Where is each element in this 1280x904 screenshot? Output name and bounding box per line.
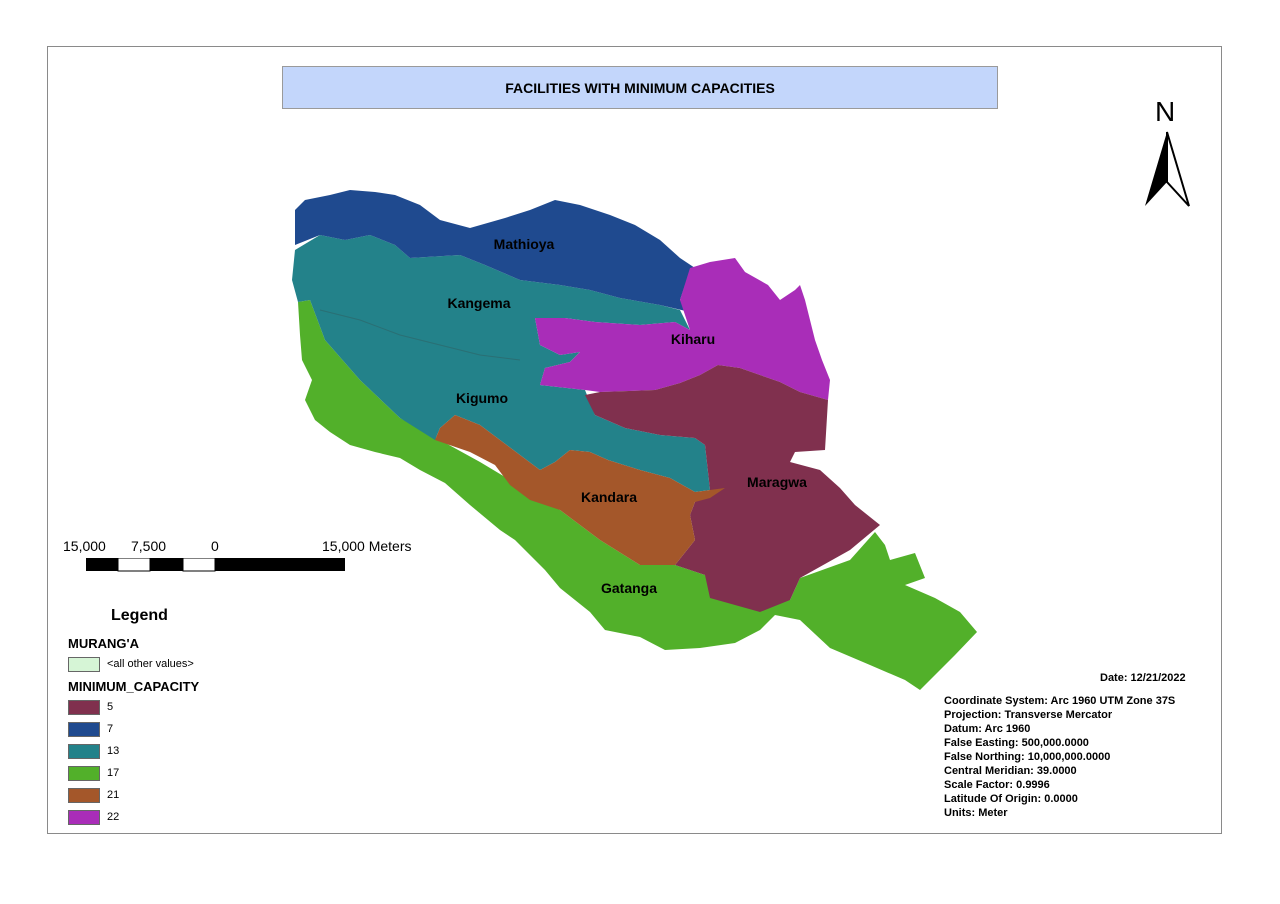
- region-mathioya[interactable]: [295, 190, 695, 312]
- label-maragwa: Maragwa: [747, 474, 807, 490]
- scale-label-mid: 7,500: [131, 538, 167, 554]
- scale-label-zero: 0: [211, 538, 219, 554]
- legend-layer-capacity: MINIMUM_CAPACITY: [68, 679, 200, 694]
- legend-row: 17: [68, 765, 119, 781]
- legend-row: 7: [68, 721, 113, 737]
- info-line: Datum: Arc 1960: [944, 723, 1031, 735]
- legend-swatch-other: [68, 656, 100, 672]
- region-kiharu[interactable]: [535, 258, 830, 400]
- projection-info: Coordinate System: Arc 1960 UTM Zone 37S…: [944, 694, 1175, 820]
- legend-title: Legend: [111, 607, 168, 624]
- info-line: Coordinate System: Arc 1960 UTM Zone 37S: [944, 695, 1176, 707]
- label-kandara: Kandara: [581, 489, 637, 505]
- region-kangema-kigumo[interactable]: [292, 235, 710, 492]
- internal-boundary: [319, 309, 521, 361]
- legend-label: 7: [107, 723, 114, 735]
- info-line: False Northing: 10,000,000.0000: [944, 751, 1111, 763]
- region-maragwa[interactable]: [585, 365, 880, 612]
- legend-swatch: [68, 743, 100, 759]
- info-line: Central Meridian: 39.0000: [944, 765, 1077, 777]
- scale-label-left: 15,000: [63, 538, 106, 554]
- north-letter: N: [1155, 96, 1176, 127]
- legend-label: 5: [107, 701, 114, 713]
- scale-label-right: 15,000 Meters: [322, 538, 412, 554]
- north-arrow-icon: [1145, 131, 1190, 207]
- map-date: Date: 12/21/2022: [1100, 672, 1186, 684]
- region-gatanga[interactable]: [298, 300, 977, 690]
- label-mathioya: Mathioya: [494, 236, 555, 252]
- legend-swatch: [68, 787, 100, 803]
- info-line: Units: Meter: [944, 807, 1008, 819]
- legend-label-other: <all other values>: [107, 658, 194, 670]
- map-title: FACILITIES WITH MINIMUM CAPACITIES: [282, 66, 998, 109]
- legend-label: 17: [107, 767, 120, 779]
- legend-swatch: [68, 699, 100, 715]
- legend-swatch: [68, 765, 100, 781]
- map-frame: [47, 46, 1222, 834]
- legend-row: 21: [68, 787, 119, 803]
- label-gatanga: Gatanga: [601, 580, 657, 596]
- info-line: False Easting: 500,000.0000: [944, 737, 1089, 749]
- legend-swatch: [68, 809, 100, 825]
- info-line: Scale Factor: 0.9996: [944, 779, 1050, 791]
- scale-bar: [86, 558, 345, 572]
- info-line: Latitude Of Origin: 0.0000: [944, 793, 1078, 805]
- label-kigumo: Kigumo: [456, 390, 508, 406]
- legend-swatch: [68, 721, 100, 737]
- legend-layer-murangа: MURANG'A: [68, 636, 139, 651]
- label-kangema: Kangema: [447, 295, 510, 311]
- info-line: Projection: Transverse Mercator: [944, 709, 1113, 721]
- legend-label: 13: [107, 745, 120, 757]
- legend-label: 21: [107, 789, 120, 801]
- region-kandara[interactable]: [435, 415, 725, 565]
- legend-row: 22: [68, 809, 119, 825]
- legend-label: 22: [107, 811, 120, 823]
- legend-row: 13: [68, 743, 119, 759]
- legend-row-other: <all other values>: [68, 656, 194, 672]
- legend-row: 5: [68, 699, 113, 715]
- label-kiharu: Kiharu: [671, 331, 715, 347]
